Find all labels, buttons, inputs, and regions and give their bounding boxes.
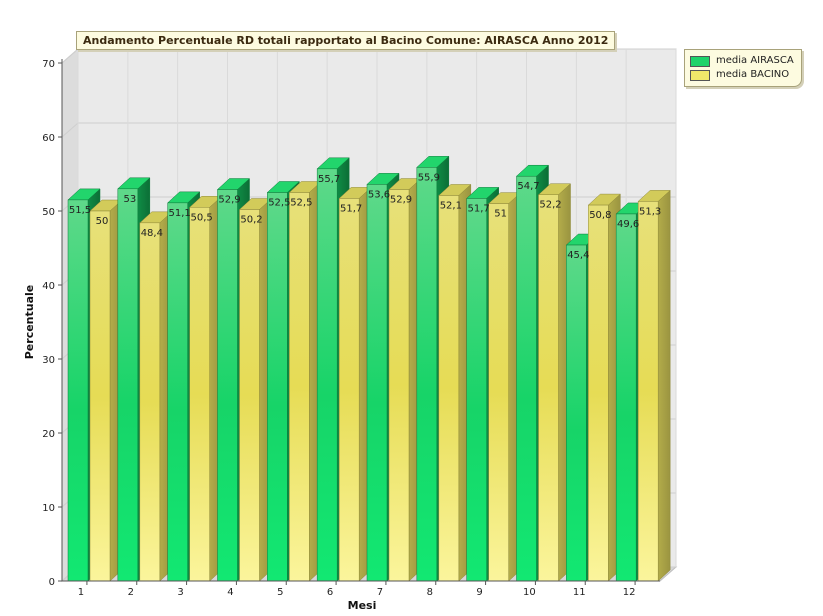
bar-bacino-1 [89,199,123,582]
bar-front-bacino [588,204,609,582]
bar-front-bacino [538,194,559,582]
bar-side-bacino [657,189,671,582]
data-label-airasca: 53,6 [368,189,390,200]
x-tick-label: 11 [573,587,586,598]
grid-line-y-side [61,48,79,64]
bar-front-airasca [217,189,238,582]
x-tick-label: 3 [177,587,183,598]
legend-label-airasca: media AIRASCA [716,55,794,66]
data-label-airasca: 54,7 [517,181,539,192]
data-label-airasca: 52,5 [268,198,290,209]
bar-front-airasca [167,202,188,582]
bar-front-airasca [615,213,637,582]
x-tick-label: 7 [377,587,383,598]
bar-bacino-8 [438,183,472,582]
y-tick-label: 40 [42,281,55,292]
bar-front-bacino [139,222,161,582]
bar-front-airasca [516,175,537,582]
bar-front-airasca [117,188,139,582]
bar-front-airasca [267,192,288,582]
bar-front-airasca [416,167,438,582]
bar-front-airasca [466,198,487,582]
legend-swatch-bacino [690,70,710,81]
bar-front-airasca [67,199,89,582]
bar-bacino-12 [637,189,671,582]
y-tick-label: 20 [42,429,55,440]
data-label-airasca: 52,9 [218,195,240,206]
y-tick-label: 0 [49,577,55,588]
x-tick-label: 5 [277,587,283,598]
bar-front-bacino [488,203,509,582]
x-tick-label: 2 [128,587,134,598]
data-label-bacino: 52,5 [290,198,312,209]
x-tick-label: 4 [227,587,233,598]
data-label-bacino: 50,5 [191,212,213,223]
legend-label-bacino: media BACINO [716,69,790,80]
bar-bacino-5 [288,180,322,582]
bar-bacino-7 [388,177,422,582]
data-label-airasca: 51,5 [69,205,91,216]
y-tick-label: 10 [42,503,55,514]
data-label-bacino: 52,2 [539,200,561,211]
bar-front-airasca [366,184,388,582]
grid-line-y-side [61,122,79,138]
bar-bacino-11 [587,193,621,582]
bar-front-bacino [239,209,260,582]
data-label-airasca: 51,1 [169,208,191,219]
bar-front-bacino [438,195,460,582]
y-tick-label: 30 [42,355,55,366]
data-label-bacino: 52,1 [440,200,462,211]
x-tick-label: 8 [427,587,433,598]
x-tick-label: 9 [476,587,482,598]
legend-swatch-airasca [690,56,710,67]
data-label-airasca: 49,6 [617,219,639,230]
data-label-bacino: 50,2 [240,215,262,226]
data-label-airasca: 53 [123,194,136,205]
data-label-bacino: 51,7 [340,203,362,214]
data-label-bacino: 51,3 [639,206,661,217]
x-tick-label: 12 [623,587,636,598]
data-label-airasca: 51,7 [468,203,490,214]
x-axis-label: Mesi [348,599,377,612]
bar-bacino-3 [189,195,223,582]
data-label-airasca: 55,9 [418,172,440,183]
data-label-airasca: 45,4 [567,250,589,261]
y-tick-label: 50 [42,207,55,218]
bar-front-bacino [388,189,410,582]
x-tick-label: 1 [78,587,84,598]
y-axis-label: Percentuale [23,285,36,360]
bar-front-bacino [189,207,210,582]
y-tick-label: 70 [42,59,55,70]
bar-bacino-10 [537,183,572,582]
bar-front-bacino [89,210,111,582]
bar-front-airasca [566,244,587,582]
bar-bacino-9 [488,192,522,582]
bar-bacino-6 [338,186,372,582]
bar-bacino-2 [139,211,173,582]
bar-bacino-4 [238,197,273,582]
legend: media AIRASCA media BACINO [684,49,802,87]
data-label-bacino: 50,8 [589,210,611,221]
bars [67,155,671,582]
data-label-bacino: 52,9 [390,195,412,206]
bar-front-bacino [289,192,310,582]
data-label-bacino: 50 [96,216,109,227]
data-label-bacino: 48,4 [141,228,163,239]
bar-front-bacino [338,198,360,582]
y-tick-label: 60 [42,133,55,144]
x-tick-label: 6 [327,587,333,598]
bar-front-airasca [316,168,338,582]
x-tick-label: 10 [523,587,536,598]
chart-title: Andamento Percentuale RD totali rapporta… [76,31,616,50]
data-label-bacino: 51 [494,209,507,220]
data-label-airasca: 55,7 [318,174,340,185]
bar-front-bacino [637,201,659,582]
